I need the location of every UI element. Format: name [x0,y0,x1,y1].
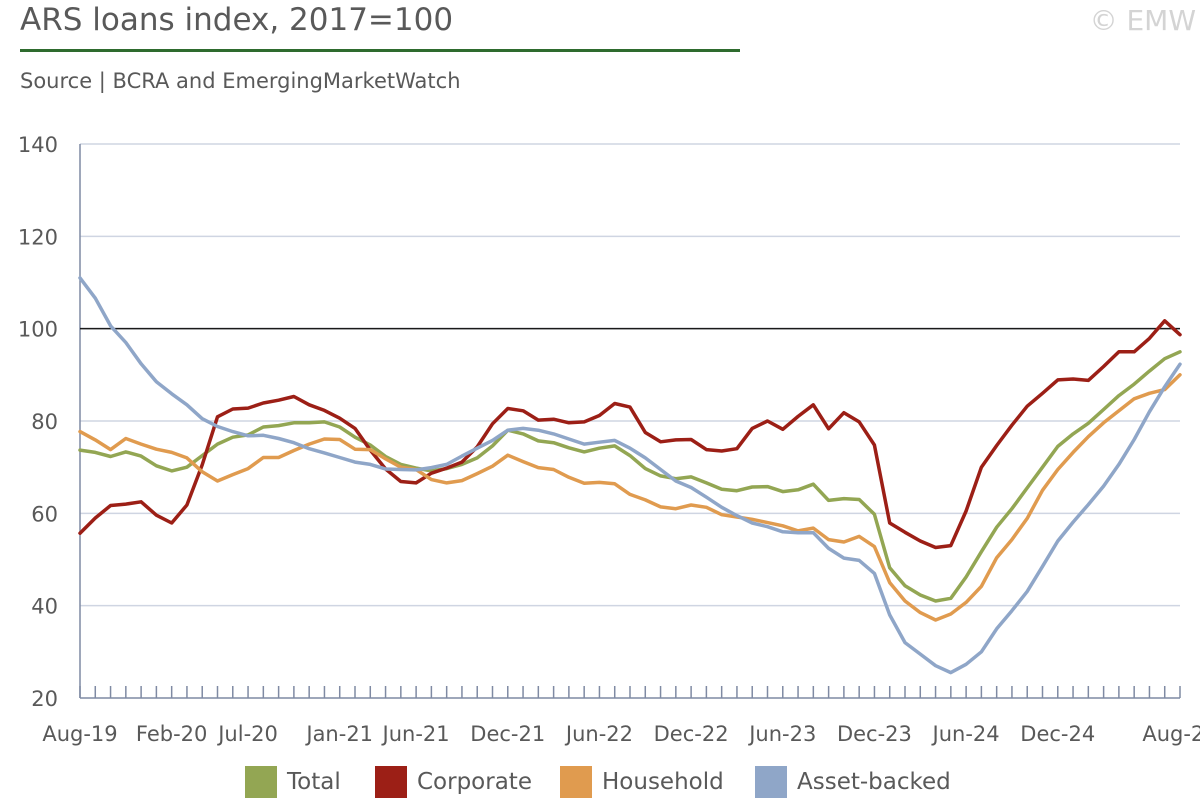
x-tick-label: Dec-24 [1020,722,1095,746]
series-line-total [78,350,1182,603]
series-line-asset-backed [78,276,1182,675]
x-tick-label: Aug-25 [1142,722,1200,746]
x-axis: Aug-19 Feb-20 Jul-20 Jan-21 Jun-21 Dec-21 Jun-… [42,144,1200,746]
y-tick-label: 120 [18,225,58,249]
chart-title: ARS loans index, 2017=100 [20,2,454,38]
legend-item-asset-backed[interactable]: Asset-backed [755,764,951,800]
x-tick-label: Jun-22 [564,722,633,746]
line-chart: 20 40 60 80 100 120 140 Aug-19 Feb-20 Jul-20 Jan-… [18,133,1200,746]
copyright-watermark: © EMW [1089,4,1196,37]
x-tick-label: Aug-19 [42,722,117,746]
legend-label-household: Household [602,769,724,795]
y-tick-label: 20 [31,687,58,711]
y-tick-label: 60 [31,502,58,526]
x-tick-label: Jun-24 [931,722,1000,746]
x-tick-label: Jun-23 [747,722,816,746]
y-tick-label: 40 [31,595,58,619]
x-tick-label: Dec-23 [837,722,912,746]
chart-source: Source | BCRA and EmergingMarketWatch [20,69,461,93]
series-line-corporate [78,319,1182,550]
title-underline [20,49,740,52]
x-tick-label: Jan-21 [304,722,373,746]
legend-item-total[interactable]: Total [245,764,341,800]
legend-label-total: Total [287,769,341,795]
x-tick-label: Dec-21 [470,722,545,746]
legend-label-asset-backed: Asset-backed [797,769,951,795]
y-tick-label: 140 [18,133,58,157]
y-axis-ticks: 20 40 60 80 100 120 140 [18,133,58,711]
y-tick-label: 80 [31,410,58,434]
legend-swatch-household [560,766,592,798]
legend-swatch-corporate [375,766,407,798]
x-tick-label: Dec-22 [654,722,729,746]
x-tick-label: Feb-20 [136,722,207,746]
legend-swatch-total [245,766,277,798]
legend-swatch-asset-backed [755,766,787,798]
series-line-household [78,373,1182,622]
x-tick-label: Jun-21 [381,722,450,746]
y-tick-label: 100 [18,318,58,342]
x-tick-label: Jul-20 [216,722,278,746]
legend: Total Corporate Household Asset-backed [0,764,1200,800]
legend-item-household[interactable]: Household [560,764,724,800]
series-lines [78,276,1182,675]
legend-item-corporate[interactable]: Corporate [375,764,532,800]
legend-label-corporate: Corporate [417,769,532,795]
